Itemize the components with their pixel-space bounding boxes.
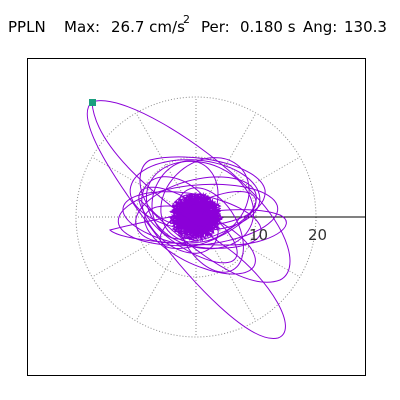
grid-spoke bbox=[195, 112, 257, 218]
trace-loop-12 bbox=[141, 176, 219, 254]
trace-excursion-2 bbox=[91, 100, 291, 283]
trace-loop-1 bbox=[135, 176, 257, 244]
trace-cluster bbox=[168, 191, 224, 243]
start-marker bbox=[89, 99, 96, 106]
grid-spoke bbox=[135, 216, 197, 322]
particle-motion-trace bbox=[86, 100, 291, 339]
trace-loop-10 bbox=[129, 159, 261, 231]
station-label: PPLN bbox=[8, 18, 46, 36]
angle-value: 130.3 bbox=[344, 18, 387, 36]
radius-tick-20: 20 bbox=[308, 226, 327, 244]
period-value: 0.180 s bbox=[240, 18, 296, 36]
trace-loop-3 bbox=[122, 191, 262, 249]
trace-excursion-1 bbox=[86, 100, 286, 339]
header-bar: PPLN Max: 26.7 cm/s 2 Per: 0.180 s Ang: … bbox=[0, 0, 400, 44]
trace-loop-8 bbox=[151, 160, 219, 240]
radius-tick-10: 10 bbox=[249, 226, 268, 244]
angle-label: Ang: bbox=[303, 18, 338, 36]
max-label: Max: bbox=[64, 18, 101, 36]
grid-spoke bbox=[91, 216, 197, 278]
grid-spoke bbox=[135, 112, 197, 218]
period-label: Per: bbox=[201, 18, 230, 36]
max-exponent: 2 bbox=[183, 13, 190, 26]
grid-spoke bbox=[195, 156, 301, 218]
trace-excursion-3 bbox=[109, 209, 287, 246]
trace-loop-5 bbox=[138, 186, 238, 264]
grid-spoke bbox=[195, 216, 301, 278]
max-value: 26.7 cm/s bbox=[111, 18, 185, 36]
trace-loop-6 bbox=[117, 183, 279, 247]
trace-excursion-4 bbox=[139, 156, 266, 227]
